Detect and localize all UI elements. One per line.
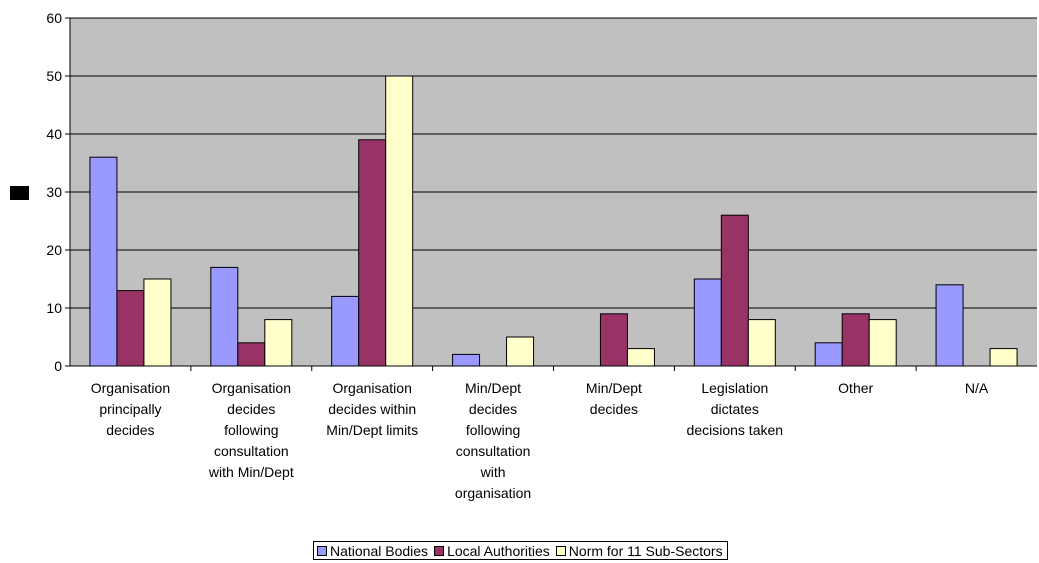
bar xyxy=(989,348,1018,367)
legend-label: Local Authorities xyxy=(447,542,550,559)
legend-label: National Bodies xyxy=(330,542,429,559)
bar xyxy=(935,284,964,367)
x-tick-label: organisation xyxy=(455,485,531,501)
bar xyxy=(841,313,870,367)
y-tick-label: 50 xyxy=(46,68,62,84)
bar xyxy=(237,342,266,367)
bar xyxy=(720,214,749,367)
legend-item-local-authorities: Local Authorities xyxy=(434,543,550,559)
x-tick-label: Min/Dept limits xyxy=(326,422,418,438)
x-tick-label: decides xyxy=(590,401,638,417)
bar xyxy=(385,75,414,367)
y-tick-label: 40 xyxy=(46,126,62,142)
x-tick-label: decides xyxy=(469,401,517,417)
bar xyxy=(116,290,145,367)
bar xyxy=(868,319,897,367)
bar xyxy=(814,342,843,367)
x-tick-label: Organisation xyxy=(332,380,411,396)
y-tick-label: 20 xyxy=(46,242,62,258)
bar xyxy=(143,278,172,367)
y-axis-ticks: 0 10 20 30 40 50 60 xyxy=(46,10,70,374)
bar xyxy=(506,336,535,367)
bar xyxy=(210,266,239,367)
x-tick-label: decides xyxy=(227,401,275,417)
x-tick-label: following xyxy=(466,422,520,438)
x-tick-label: Organisation xyxy=(91,380,170,396)
legend-label: Norm for 11 Sub-Sectors xyxy=(568,542,723,559)
bar xyxy=(693,278,722,367)
x-tick-label: principally xyxy=(99,401,161,417)
bar xyxy=(626,348,655,367)
legend-item-national-bodies: National Bodies xyxy=(317,543,428,559)
bar xyxy=(452,353,481,367)
x-tick-label: decisions taken xyxy=(687,422,784,438)
bar xyxy=(747,319,776,367)
x-axis-labels: Organisation principally decides Organisati… xyxy=(91,380,989,501)
y-tick-label: 0 xyxy=(54,358,62,374)
legend-swatch xyxy=(434,545,445,556)
legend: National Bodies Local Authorities Norm f… xyxy=(313,541,728,560)
y-tick-label: 10 xyxy=(46,300,62,316)
x-tick-label: dictates xyxy=(711,401,759,417)
x-tick-label: Other xyxy=(838,380,873,396)
bar xyxy=(264,319,293,367)
y-axis-label-marker xyxy=(10,186,29,200)
bars xyxy=(89,75,1018,367)
y-tick-label: 60 xyxy=(46,10,62,26)
x-tick-label: decides xyxy=(106,422,154,438)
bar xyxy=(331,295,360,367)
x-tick-label: following xyxy=(224,422,278,438)
x-tick-label: Organisation xyxy=(212,380,291,396)
x-tick-label: Min/Dept xyxy=(586,380,642,396)
bar xyxy=(89,156,118,367)
x-tick-label: Legislation xyxy=(701,380,768,396)
x-tick-label: Min/Dept xyxy=(465,380,521,396)
x-tick-label: consultation xyxy=(214,443,289,459)
x-tick-label: with Min/Dept xyxy=(208,464,294,480)
bar xyxy=(358,139,387,367)
x-tick-label: N/A xyxy=(965,380,989,396)
y-tick-label: 30 xyxy=(46,184,62,200)
x-tick-label: with xyxy=(480,464,506,480)
x-tick-label: decides within xyxy=(328,401,416,417)
x-tick-label: consultation xyxy=(456,443,531,459)
legend-swatch xyxy=(555,545,566,556)
legend-item-norm: Norm for 11 Sub-Sectors xyxy=(555,542,723,559)
bar xyxy=(599,313,628,367)
legend-swatch xyxy=(317,545,327,556)
